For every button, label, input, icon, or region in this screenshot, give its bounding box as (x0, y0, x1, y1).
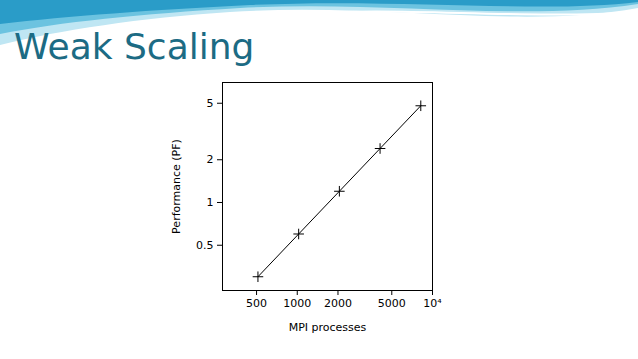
svg-text:Performance (PF): Performance (PF) (170, 139, 183, 234)
svg-text:2: 2 (207, 153, 214, 166)
svg-text:5: 5 (207, 97, 214, 110)
svg-text:1000: 1000 (283, 297, 311, 310)
svg-text:5000: 5000 (378, 297, 406, 310)
svg-text:2000: 2000 (324, 297, 352, 310)
svg-text:500: 500 (246, 297, 267, 310)
svg-text:0.5: 0.5 (196, 239, 214, 252)
svg-text:10⁴: 10⁴ (423, 297, 442, 310)
html-text:Weak Scaling: Weak Scaling (14, 26, 255, 67)
svg-text:MPI processes: MPI processes (289, 321, 367, 334)
svg-text:1: 1 (207, 196, 214, 209)
